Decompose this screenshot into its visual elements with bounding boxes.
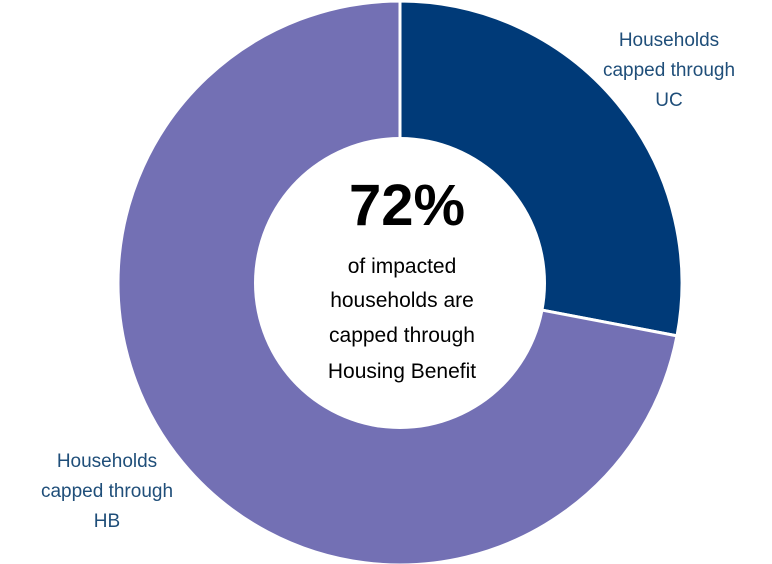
hb-label-line-1: Households [57, 451, 157, 472]
donut-hole [254, 137, 546, 429]
center-line-3: capped through [329, 324, 475, 347]
center-line-4: Housing Benefit [328, 360, 476, 383]
hb-label-line-3: HB [94, 511, 120, 532]
uc-label-line-1: Households [619, 30, 719, 51]
uc-label-line-3: UC [655, 90, 682, 111]
hb-label-line-2: capped through [41, 481, 173, 502]
center-headline: 72% [349, 173, 465, 238]
uc-label-line-2: capped through [603, 60, 735, 81]
center-line-1: of impacted [348, 255, 457, 278]
center-line-2: households are [330, 289, 474, 312]
